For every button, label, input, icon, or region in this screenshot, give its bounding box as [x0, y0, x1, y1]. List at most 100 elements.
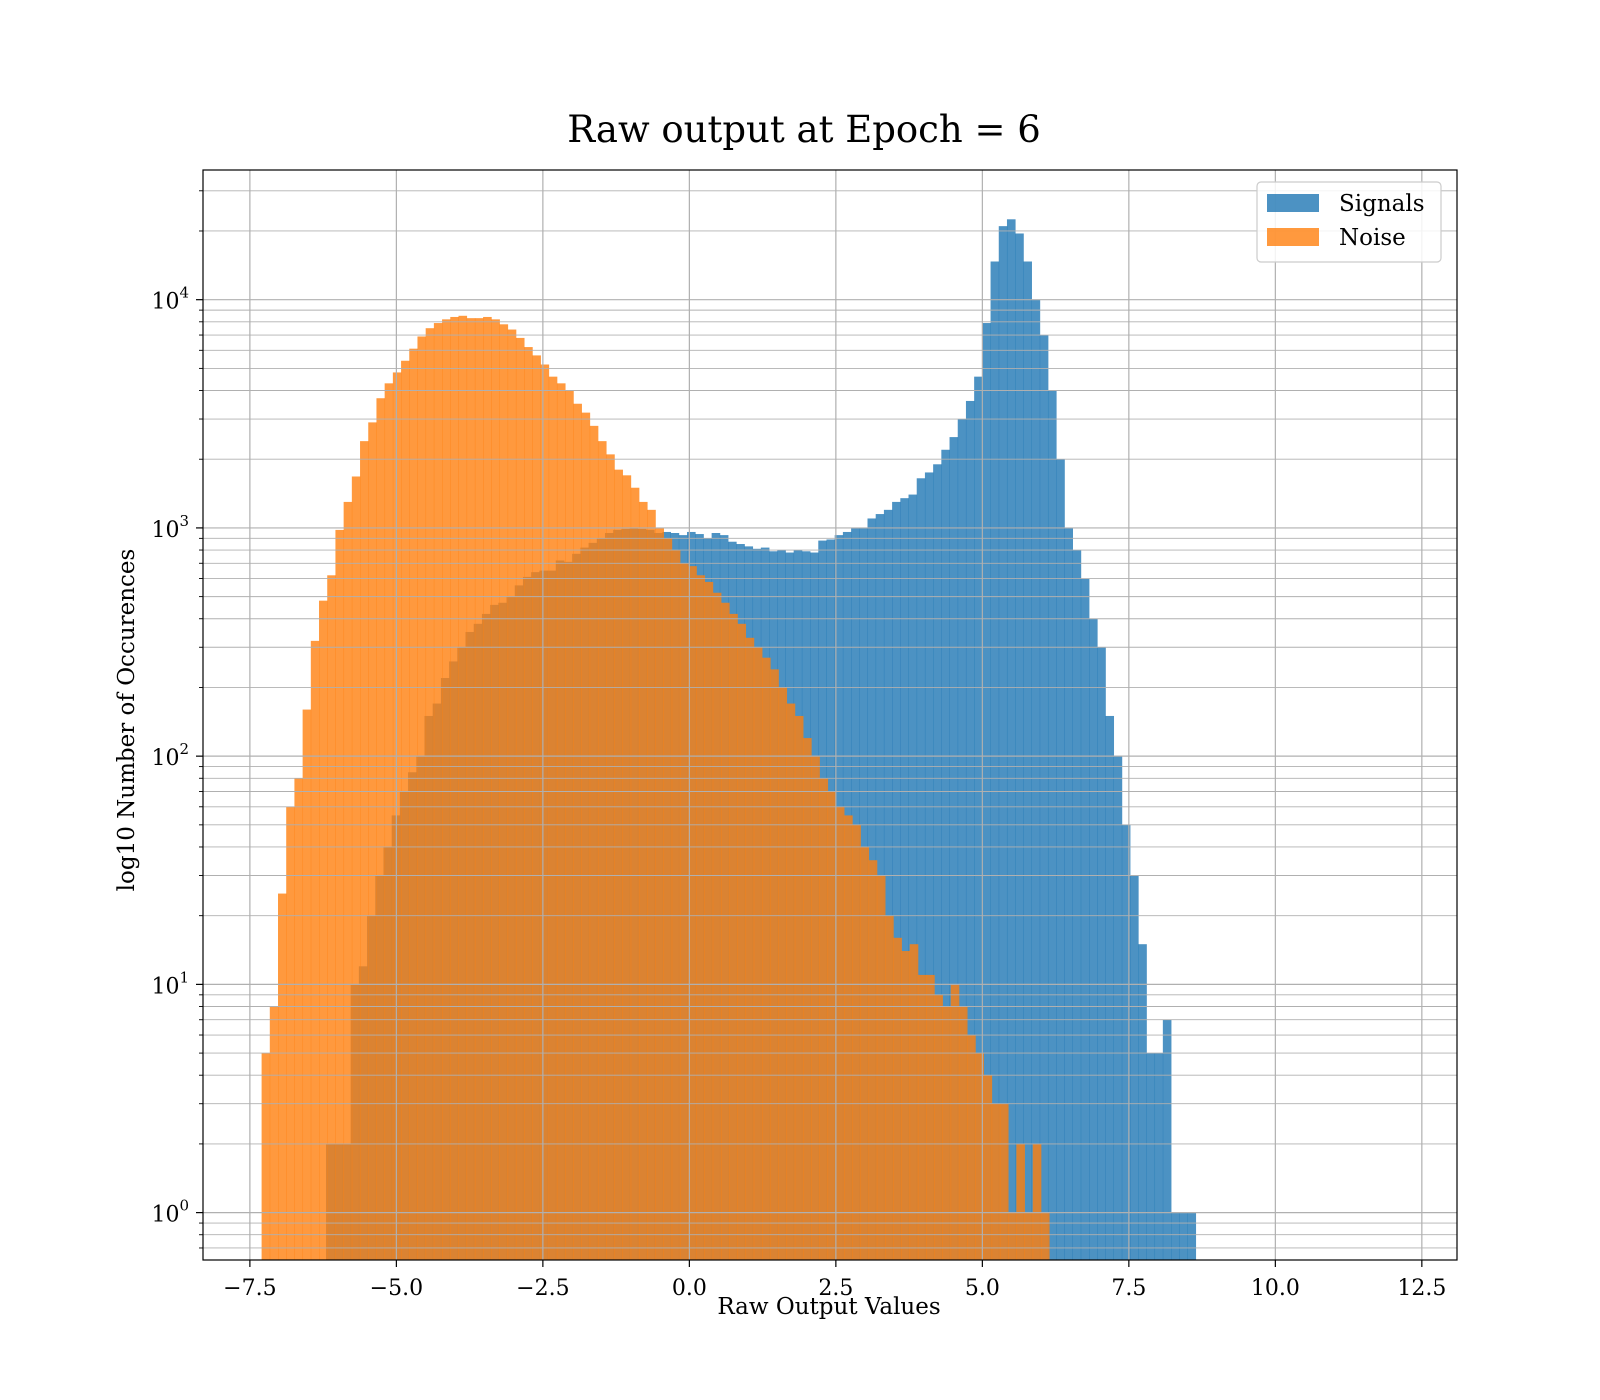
y-tick-label: 101	[151, 968, 189, 999]
histogram-bar-noise	[704, 581, 714, 1260]
histogram-bar-noise	[901, 951, 911, 1260]
histogram-bar-noise	[573, 403, 582, 1260]
x-tick-label: 5.0	[965, 1276, 1000, 1301]
histogram-bar-noise	[417, 336, 427, 1260]
histogram-bar-noise	[425, 328, 435, 1261]
histogram-bar-signals	[998, 226, 1008, 1260]
histogram-bar-noise	[794, 715, 804, 1260]
histogram-bar-noise	[638, 501, 648, 1260]
histogram-bar-signals	[1039, 335, 1049, 1260]
histogram-bar-noise	[442, 319, 451, 1260]
histogram-bar-noise	[343, 501, 353, 1260]
histogram-bar-noise	[885, 915, 894, 1260]
histogram-bar-noise	[597, 441, 607, 1260]
histogram-bar-noise	[581, 412, 591, 1261]
histogram-bar-noise	[310, 640, 320, 1260]
histogram-bar-noise	[983, 1075, 993, 1260]
histogram-bar-noise	[950, 984, 960, 1260]
histogram-bar-noise	[278, 893, 287, 1260]
histogram-bar-noise	[589, 425, 599, 1261]
histogram-bar-signals	[1031, 299, 1041, 1260]
histogram-bar-signals	[1171, 1212, 1180, 1260]
plot-area: −7.5 −5.0 −2.5 0.0 2.5 5.0 7.5 10.0 12.5 100 101 10…	[151, 169, 1458, 1301]
histogram-bar-noise	[458, 315, 468, 1261]
histogram-bar-noise	[540, 364, 550, 1260]
histogram-bar-noise	[679, 563, 689, 1260]
histogram-bar-noise	[811, 756, 820, 1260]
histogram-bar-noise	[376, 398, 386, 1260]
histogram-bar-noise	[835, 806, 845, 1260]
histogram-bar-noise	[942, 1006, 952, 1260]
histogram-bar-noise	[745, 637, 755, 1260]
histogram-bar-signals	[957, 419, 967, 1261]
histogram-bar-noise	[712, 592, 722, 1260]
histogram-bar-noise	[474, 318, 484, 1260]
legend-swatch-signals	[1267, 194, 1319, 212]
histogram-bar-noise	[999, 1103, 1009, 1260]
histogram-bar-signals	[1187, 1212, 1197, 1260]
histogram-bar-noise	[868, 860, 878, 1260]
histogram-bar-noise	[515, 337, 525, 1260]
histogram-bar-noise	[967, 1035, 976, 1260]
x-tick-label: 2.5	[818, 1276, 853, 1301]
x-axis-label: Raw Output Values	[717, 1294, 940, 1320]
histogram-bar-noise	[630, 487, 640, 1260]
histogram-bar-noise	[360, 441, 369, 1260]
histogram-bar-signals	[892, 501, 901, 1260]
histogram-bar-signals	[933, 464, 942, 1260]
histogram-bar-noise	[532, 355, 541, 1260]
histogram-bar-signals	[1006, 219, 1016, 1260]
histogram-bar-noise	[934, 994, 943, 1260]
histogram-bar-noise	[507, 329, 517, 1260]
histogram-bar-signals	[949, 437, 959, 1260]
histogram-bar-noise	[261, 1053, 271, 1260]
histogram-bar-noise	[819, 778, 829, 1260]
histogram-bar-noise	[327, 575, 336, 1260]
histogram-bar-noise	[319, 600, 328, 1260]
histogram-bar-noise	[384, 383, 394, 1260]
histogram-bar-noise	[991, 1103, 1001, 1260]
histogram-bar-noise	[852, 824, 861, 1260]
histogram-bar-noise	[466, 318, 476, 1260]
histogram-bar-noise	[671, 550, 681, 1260]
histogram-bar-signals	[1056, 459, 1065, 1261]
y-tick-label: 102	[151, 740, 189, 771]
x-tick-label: 12.5	[1397, 1276, 1446, 1301]
histogram-bar-noise	[269, 1006, 279, 1260]
y-tick-label: 103	[151, 512, 189, 543]
histogram-bar-noise	[548, 376, 558, 1260]
histogram-bar-noise	[688, 566, 697, 1260]
legend-label-noise: Noise	[1339, 225, 1406, 251]
histogram-bar-signals	[1080, 578, 1090, 1260]
histogram-bar-noise	[778, 687, 788, 1260]
histogram-bar-noise	[786, 703, 796, 1260]
histogram-bar-noise	[975, 1053, 984, 1260]
histogram-bar-signals	[916, 478, 926, 1261]
histogram-bar-noise	[696, 575, 705, 1260]
legend-swatch-noise	[1267, 228, 1319, 246]
y-axis-label: log10 Number of Occurences	[114, 549, 140, 892]
x-tick-label: 10.0	[1251, 1276, 1300, 1301]
histogram-bar-signals	[883, 509, 893, 1261]
histogram-bar-noise	[770, 669, 779, 1260]
histogram-bar-signals	[1089, 618, 1098, 1260]
histogram-bar-noise	[1008, 1212, 1017, 1260]
histogram-bar-noise	[1024, 1212, 1034, 1260]
x-tick-label: −7.5	[223, 1276, 276, 1301]
x-tick-label: −5.0	[370, 1276, 423, 1301]
legend-label-signals: Signals	[1339, 191, 1425, 217]
histogram-bar-noise	[737, 623, 747, 1260]
histogram-bar-noise	[614, 469, 623, 1260]
histogram-bar-signals	[1146, 1053, 1156, 1260]
histogram-bar-signals	[1015, 233, 1024, 1260]
histogram-bar-signals	[1121, 824, 1131, 1260]
histogram-bar-signals	[1162, 1019, 1172, 1260]
histogram-bar-signals	[974, 376, 983, 1260]
histogram-bar-noise	[893, 937, 902, 1260]
histogram-bar-signals	[1179, 1212, 1188, 1260]
histogram-bar-signals	[908, 494, 918, 1260]
histogram-bar-signals	[1105, 715, 1115, 1260]
x-tick-label: 0.0	[672, 1276, 707, 1301]
histogram-bar-signals	[924, 472, 934, 1260]
